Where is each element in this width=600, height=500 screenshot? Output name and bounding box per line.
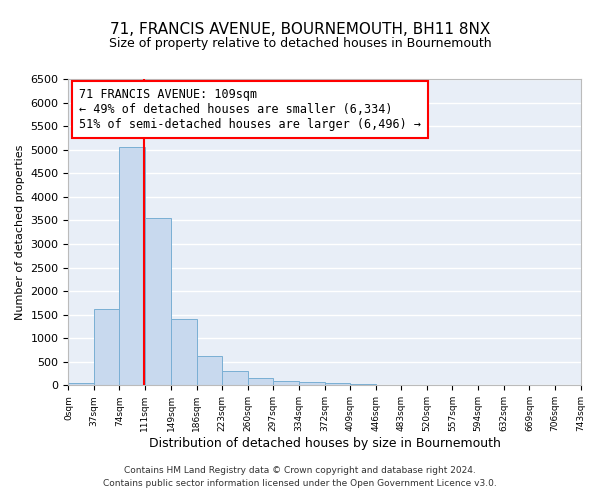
Bar: [299, 382, 325, 386]
X-axis label: Distribution of detached houses by size in Bournemouth: Distribution of detached houses by size …: [149, 437, 500, 450]
Bar: [222, 371, 248, 386]
Bar: [273, 380, 299, 386]
Text: 71, FRANCIS AVENUE, BOURNEMOUTH, BH11 8NX: 71, FRANCIS AVENUE, BOURNEMOUTH, BH11 8N…: [110, 22, 490, 38]
Bar: [145, 218, 171, 386]
Bar: [248, 378, 273, 386]
Y-axis label: Number of detached properties: Number of detached properties: [15, 144, 25, 320]
Text: Size of property relative to detached houses in Bournemouth: Size of property relative to detached ho…: [109, 38, 491, 51]
Text: Contains HM Land Registry data © Crown copyright and database right 2024.
Contai: Contains HM Land Registry data © Crown c…: [103, 466, 497, 487]
Text: 71 FRANCIS AVENUE: 109sqm
← 49% of detached houses are smaller (6,334)
51% of se: 71 FRANCIS AVENUE: 109sqm ← 49% of detac…: [79, 88, 421, 131]
Bar: [197, 356, 222, 386]
Bar: [119, 148, 145, 386]
Bar: [350, 384, 376, 386]
Bar: [94, 309, 119, 386]
Bar: [325, 383, 350, 386]
Bar: [68, 383, 94, 386]
Bar: [171, 320, 197, 386]
